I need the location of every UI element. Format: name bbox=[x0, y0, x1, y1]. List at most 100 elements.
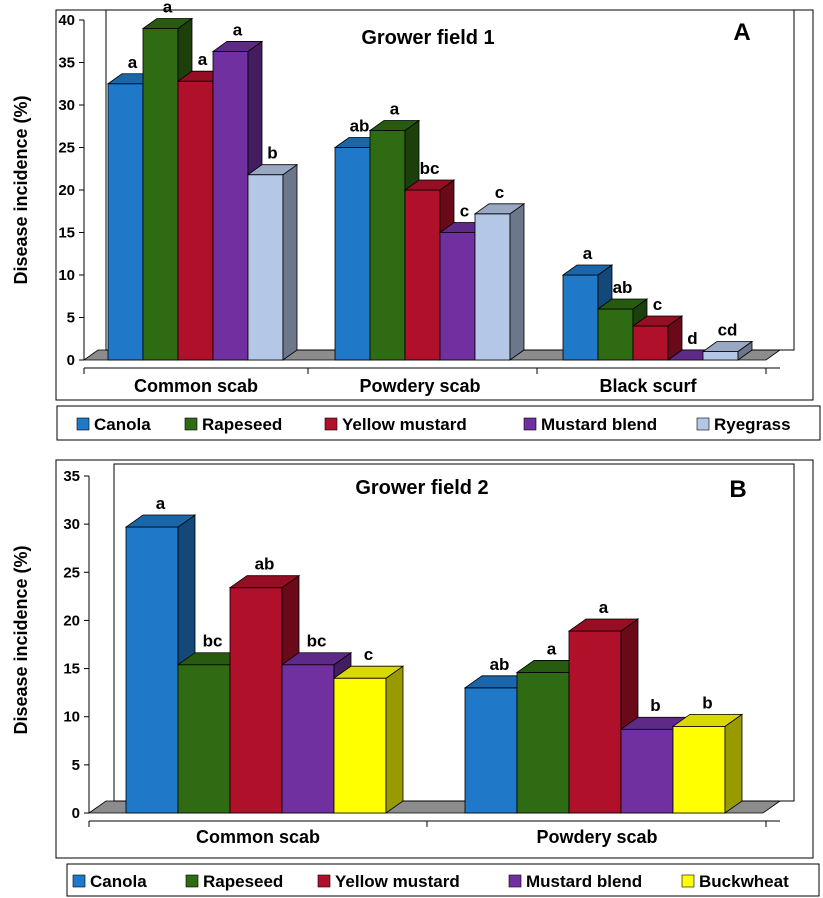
legend-label: Canola bbox=[90, 872, 147, 891]
bar-common-scab-ryegrass: b bbox=[248, 144, 297, 360]
bar-front bbox=[126, 527, 178, 813]
legend-label: Buckwheat bbox=[699, 872, 789, 891]
bar-side bbox=[386, 666, 403, 813]
y-tick-label: 0 bbox=[67, 352, 75, 369]
y-tick-label: 30 bbox=[58, 97, 75, 114]
bar-front bbox=[108, 84, 143, 360]
bar-front bbox=[703, 352, 738, 361]
significance-letter: a bbox=[163, 0, 173, 17]
legend-label: Mustard blend bbox=[526, 872, 642, 891]
bar-front bbox=[143, 29, 178, 361]
significance-letter: a bbox=[547, 639, 557, 658]
panel-letter: A bbox=[733, 19, 750, 46]
significance-letter: d bbox=[687, 329, 697, 348]
x-category-label: Powdery scab bbox=[359, 376, 480, 396]
bar-front bbox=[334, 678, 386, 813]
significance-letter: ab bbox=[255, 555, 275, 574]
legend-swatch bbox=[325, 418, 337, 430]
y-tick-label: 0 bbox=[72, 805, 80, 822]
y-tick-label: 10 bbox=[63, 709, 80, 726]
bar-front bbox=[370, 131, 405, 361]
legend-label: Rapeseed bbox=[202, 415, 282, 434]
legend-swatch bbox=[682, 875, 694, 887]
legend-swatch bbox=[697, 418, 709, 430]
significance-letter: a bbox=[390, 100, 400, 119]
significance-letter: ab bbox=[350, 117, 370, 136]
legend-label: Mustard blend bbox=[541, 415, 657, 434]
bar-front bbox=[621, 729, 673, 813]
legend: Canola Rapeseed Yellow mustard Mustard blen… bbox=[57, 406, 820, 440]
significance-letter: c bbox=[460, 202, 469, 221]
legend-swatch bbox=[509, 875, 521, 887]
legend-swatch bbox=[73, 875, 85, 887]
significance-letter: b bbox=[267, 144, 277, 163]
significance-letter: a bbox=[599, 598, 609, 617]
bar-powdery-scab-ryegrass: c bbox=[475, 183, 524, 360]
legend-label: Canola bbox=[94, 415, 151, 434]
y-tick-label: 20 bbox=[58, 182, 75, 199]
bar-front bbox=[213, 51, 248, 360]
significance-letter: b bbox=[650, 696, 660, 715]
bar-front bbox=[178, 81, 213, 360]
significance-letter: cd bbox=[718, 321, 738, 340]
legend-label: Yellow mustard bbox=[335, 872, 460, 891]
y-tick-label: 10 bbox=[58, 267, 75, 284]
chart-title: Grower field 1 bbox=[361, 27, 494, 49]
significance-letter: a bbox=[128, 53, 138, 72]
y-tick-label: 15 bbox=[58, 225, 75, 242]
bar-front bbox=[248, 175, 283, 360]
significance-letter: bc bbox=[420, 159, 440, 178]
bar-front bbox=[440, 233, 475, 361]
bar-front bbox=[405, 190, 440, 360]
significance-letter: bc bbox=[307, 632, 327, 651]
chart-panel-b: 05101520253035abcabbccCommon scababaab bP… bbox=[11, 460, 819, 896]
bar-front bbox=[517, 672, 569, 813]
legend-swatch bbox=[524, 418, 536, 430]
significance-letter: a bbox=[198, 50, 208, 69]
bar-front bbox=[282, 665, 334, 813]
bar-front bbox=[633, 326, 668, 360]
legend-label: Rapeseed bbox=[203, 872, 283, 891]
legend-swatch bbox=[186, 875, 198, 887]
significance-letter: ab bbox=[490, 655, 510, 674]
legend-label: Yellow mustard bbox=[342, 415, 467, 434]
x-category-label: Powdery scab bbox=[536, 827, 657, 847]
y-tick-label: 15 bbox=[63, 661, 80, 678]
x-category-label: Black scurf bbox=[599, 376, 697, 396]
bar-side bbox=[283, 165, 297, 360]
significance-letter: ab bbox=[613, 278, 633, 297]
bar-front bbox=[563, 275, 598, 360]
legend-swatch bbox=[185, 418, 197, 430]
significance-letter: a bbox=[233, 20, 243, 39]
y-axis-label: Disease incidence (%) bbox=[11, 95, 31, 284]
x-category-label: Common scab bbox=[134, 376, 258, 396]
bar-front bbox=[569, 631, 621, 813]
legend: Canola Rapeseed Yellow mustard Mustard blen… bbox=[67, 864, 819, 896]
significance-letter: c bbox=[495, 183, 504, 202]
panel-letter: B bbox=[729, 476, 746, 503]
significance-letter: c bbox=[364, 645, 373, 664]
bar-front bbox=[178, 665, 230, 813]
y-tick-label: 30 bbox=[63, 516, 80, 533]
chart-title: Grower field 2 bbox=[355, 477, 488, 499]
y-tick-label: 35 bbox=[63, 468, 80, 485]
legend-swatch bbox=[318, 875, 330, 887]
significance-letter: a bbox=[583, 244, 593, 263]
significance-letter: b bbox=[702, 693, 712, 712]
legend-label: Ryegrass bbox=[714, 415, 791, 434]
bar-side bbox=[725, 714, 742, 813]
bar-front bbox=[673, 726, 725, 813]
bar-side bbox=[510, 204, 524, 360]
y-tick-label: 25 bbox=[63, 564, 80, 581]
bar-front bbox=[475, 214, 510, 360]
y-axis-label: Disease incidence (%) bbox=[11, 545, 31, 734]
significance-letter: a bbox=[156, 494, 166, 513]
bar-front bbox=[335, 148, 370, 361]
x-category-label: Common scab bbox=[196, 827, 320, 847]
y-tick-label: 20 bbox=[63, 612, 80, 629]
bar-front bbox=[465, 688, 517, 813]
y-tick-label: 25 bbox=[58, 140, 75, 157]
legend-swatch bbox=[77, 418, 89, 430]
